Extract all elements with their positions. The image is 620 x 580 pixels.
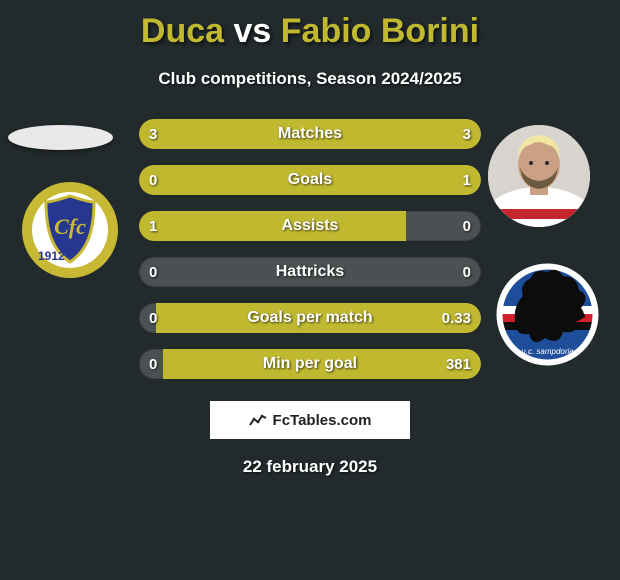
player2-photo bbox=[488, 125, 590, 227]
stat-value-right: 1 bbox=[463, 165, 471, 195]
stat-label: Hattricks bbox=[139, 257, 481, 287]
stat-fill-left bbox=[139, 211, 406, 241]
stat-fill-right bbox=[310, 119, 481, 149]
stat-row: 00.33Goals per match bbox=[139, 303, 481, 333]
crest-right-pipe bbox=[567, 314, 585, 318]
avatar-eye-r bbox=[545, 161, 549, 165]
stat-fill-right bbox=[156, 303, 481, 333]
fctables-badge: FcTables.com bbox=[210, 401, 410, 439]
stat-row: 33Matches bbox=[139, 119, 481, 149]
player1-club-crest: Cfc 1912 bbox=[20, 180, 120, 280]
crest-right-text: u.c. sampdoria bbox=[521, 347, 574, 356]
stat-fill-left bbox=[139, 119, 310, 149]
avatar-eye-l bbox=[529, 161, 533, 165]
stat-value-left: 0 bbox=[149, 349, 157, 379]
fctables-icon-dot bbox=[252, 418, 255, 421]
stat-value-left: 3 bbox=[149, 119, 157, 149]
crest-left-year: 1912 bbox=[38, 249, 65, 263]
stat-value-left: 0 bbox=[149, 165, 157, 195]
title-player1: Duca bbox=[141, 12, 224, 50]
player2-club-crest: u.c. sampdoria bbox=[495, 262, 600, 367]
fctables-icon-line bbox=[250, 416, 266, 425]
title-vs: vs bbox=[233, 12, 271, 50]
date: 22 february 2025 bbox=[0, 457, 620, 477]
stat-row: 10Assists bbox=[139, 211, 481, 241]
stat-row: 01Goals bbox=[139, 165, 481, 195]
stat-row: 0 0Hattricks bbox=[139, 257, 481, 287]
player1-photo-placeholder bbox=[8, 125, 113, 150]
stat-row: 0381Min per goal bbox=[139, 349, 481, 379]
fctables-icon-dot bbox=[260, 415, 263, 418]
fctables-icon-dot bbox=[256, 421, 259, 424]
stat-value-right: 0 bbox=[463, 257, 471, 287]
stat-value-right: 381 bbox=[446, 349, 471, 379]
stat-fill-right bbox=[139, 165, 481, 195]
stat-value-left: 1 bbox=[149, 211, 157, 241]
subtitle: Club competitions, Season 2024/2025 bbox=[0, 69, 620, 89]
stat-value-left: 0 bbox=[149, 303, 157, 333]
stat-value-right: 0.33 bbox=[442, 303, 471, 333]
stat-value-right: 3 bbox=[463, 119, 471, 149]
stat-value-left: 0 bbox=[149, 257, 157, 287]
fctables-text: FcTables.com bbox=[273, 412, 372, 429]
fctables-icon bbox=[249, 413, 267, 427]
comparison-title: Duca vs Fabio Borini bbox=[0, 0, 620, 51]
stat-fill-right bbox=[163, 349, 481, 379]
title-player2: Fabio Borini bbox=[281, 12, 479, 50]
stat-value-right: 0 bbox=[463, 211, 471, 241]
crest-left-monogram: Cfc bbox=[54, 214, 86, 239]
